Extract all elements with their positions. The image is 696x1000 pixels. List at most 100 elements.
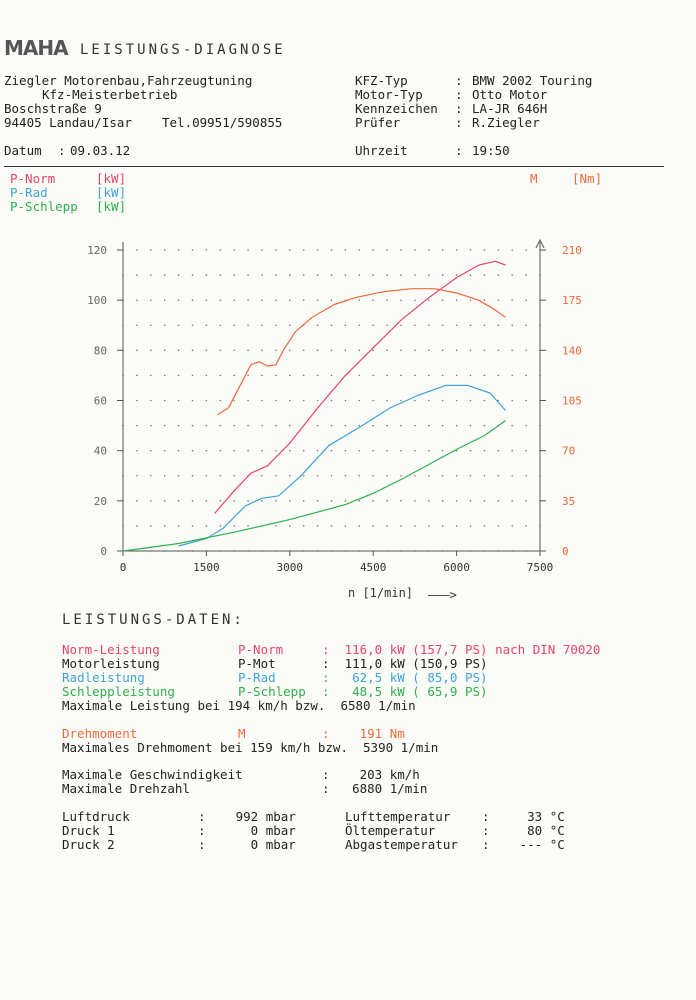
- grid-dot: [163, 249, 166, 251]
- grid-dot: [219, 249, 222, 251]
- grid-dot: [497, 374, 500, 377]
- grid-dot: [177, 299, 180, 301]
- grid-dot: [372, 500, 375, 502]
- grid-dot: [177, 474, 180, 477]
- grid-dot: [330, 299, 333, 301]
- grid-dot: [261, 324, 263, 327]
- date-value: 09.03.12: [70, 143, 131, 158]
- grid-dot: [163, 299, 166, 301]
- grid-dot: [469, 374, 472, 377]
- grid-dot: [302, 349, 305, 352]
- y-tick-label-left: 60: [94, 395, 107, 408]
- grid-dot: [289, 424, 291, 427]
- grid-dot: [150, 474, 152, 477]
- date-label: Datum: [4, 143, 42, 158]
- grid-dot: [177, 449, 180, 452]
- x-tick-label: 6000: [443, 561, 470, 574]
- field-label: KFZ-Typ: [355, 73, 408, 88]
- grid-dot: [275, 249, 277, 251]
- grid-dot: [330, 399, 333, 402]
- grid-dot: [163, 500, 166, 502]
- grid-dot: [177, 374, 180, 377]
- y-tick-label-left: 40: [94, 445, 107, 458]
- grid-dot: [247, 424, 249, 427]
- grid-dot: [233, 299, 235, 301]
- grid-dot: [511, 424, 513, 427]
- grid-dot: [136, 249, 138, 251]
- grid-dot: [275, 449, 277, 452]
- grid-dot: [386, 349, 388, 352]
- grid-dot: [441, 474, 444, 477]
- grid-dot: [372, 349, 375, 352]
- series-p-norm-line: [214, 260, 506, 514]
- grid-dot: [150, 374, 152, 377]
- document-title: LEISTUNGS-DIAGNOSE: [80, 42, 286, 58]
- grid-dot: [219, 324, 222, 327]
- legend-p-rad: P-Rad: [10, 185, 48, 200]
- legend-p-rad-unit: [kW]: [96, 185, 127, 200]
- grid-dot: [400, 374, 402, 377]
- grid-dot: [163, 349, 166, 352]
- company-subtitle: Kfz-Meisterbetrieb: [42, 87, 178, 102]
- grid-dot: [205, 249, 208, 251]
- grid-dot: [191, 474, 194, 477]
- series-m-line: [217, 288, 506, 416]
- grid-dot: [441, 424, 444, 427]
- grid-dot: [428, 249, 430, 251]
- grid-dot: [414, 374, 416, 377]
- grid-dot: [441, 324, 444, 327]
- grid-dot: [219, 374, 222, 377]
- grid-dot: [330, 424, 333, 427]
- grid-dot: [136, 525, 138, 527]
- grid-dot: [136, 349, 138, 352]
- grid-dot: [428, 474, 430, 477]
- grid-dot: [428, 324, 430, 327]
- grid-dot: [316, 500, 319, 502]
- header-divider: [4, 166, 664, 167]
- grid-dot: [275, 374, 277, 377]
- grid-dot: [316, 349, 319, 352]
- grid-dot: [497, 449, 500, 452]
- grid-dot: [358, 399, 361, 402]
- grid-dot: [150, 349, 152, 352]
- grid-dot: [358, 474, 361, 477]
- y-tick-label-right: 105: [562, 395, 582, 408]
- grid-dot: [233, 525, 235, 527]
- x-axis-label: n [1/min]: [348, 586, 413, 600]
- grid-dot: [275, 324, 277, 327]
- grid-dot: [191, 274, 194, 276]
- grid-dot: [233, 249, 235, 251]
- grid-dot: [414, 324, 416, 327]
- grid-dot: [441, 249, 444, 251]
- grid-dot: [289, 349, 291, 352]
- grid-dot: [455, 274, 458, 276]
- grid-dot: [247, 274, 249, 276]
- grid-dot: [441, 525, 444, 527]
- grid-dot: [302, 449, 305, 452]
- grid-dot: [344, 525, 347, 527]
- grid-dot: [219, 449, 222, 452]
- grid-dot: [289, 274, 291, 276]
- grid-dot: [400, 299, 402, 301]
- grid-dot: [191, 349, 194, 352]
- grid-dot: [247, 500, 249, 502]
- grid-dot: [344, 424, 347, 427]
- grid-dot: [289, 399, 291, 402]
- legend-p-schlepp-unit: [kW]: [96, 199, 127, 214]
- grid-dot: [483, 274, 486, 276]
- grid-dot: [191, 449, 194, 452]
- grid-dot: [205, 424, 208, 427]
- grid-dot: [150, 449, 152, 452]
- legend-m-unit: [Nm]: [572, 171, 603, 186]
- grid-dot: [233, 274, 235, 276]
- env-value: : --- °C: [482, 837, 565, 852]
- grid-dot: [400, 500, 402, 502]
- y-tick-label-left: 120: [87, 244, 107, 257]
- grid-dot: [525, 249, 527, 251]
- grid-dot: [441, 500, 444, 502]
- grid-dot: [455, 249, 458, 251]
- grid-dot: [483, 324, 486, 327]
- grid-dot: [261, 424, 263, 427]
- env-value: : 0 mbar: [198, 823, 296, 838]
- grid-dot: [233, 349, 235, 352]
